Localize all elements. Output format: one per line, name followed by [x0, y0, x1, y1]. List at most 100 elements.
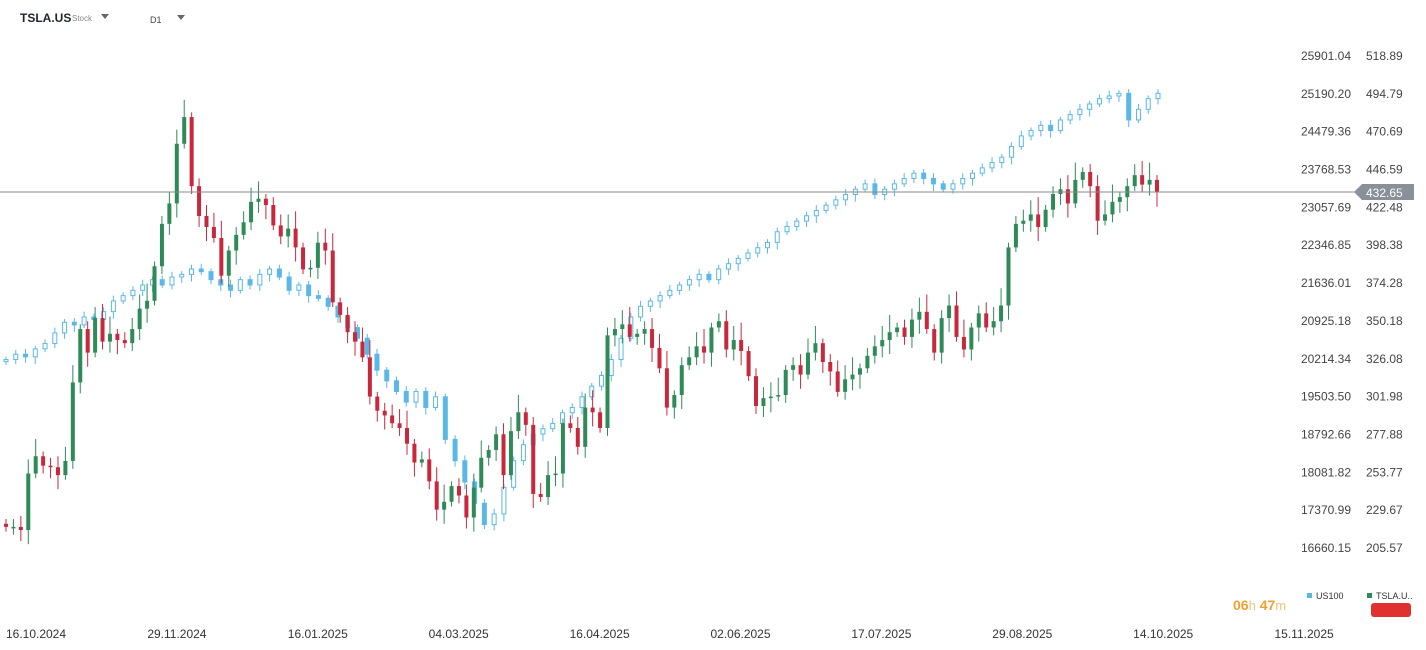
legend-tsla[interactable]: TSLA.U..	[1376, 591, 1413, 601]
tsla-candle	[464, 495, 469, 518]
tsla-candle	[456, 486, 461, 496]
us100-candle	[218, 279, 224, 286]
us100-candle	[784, 225, 790, 233]
us100-candle	[384, 369, 390, 382]
tsla-candle	[776, 395, 781, 397]
us100-candle	[159, 279, 165, 286]
chevron-down-icon[interactable]	[101, 14, 109, 19]
y-tick-right: 326.08	[1366, 352, 1403, 366]
chevron-down-icon[interactable]	[177, 15, 185, 20]
tsla-candle	[1103, 214, 1108, 221]
us100-candle	[188, 268, 194, 275]
us100-candle	[120, 295, 126, 302]
us100-candle	[901, 178, 907, 185]
tsla-candle	[857, 368, 862, 375]
tsla-candle	[872, 346, 877, 356]
us100-candle	[647, 300, 653, 307]
us100-candle	[520, 444, 526, 462]
tsla-candle	[26, 473, 31, 531]
us100-candle	[403, 390, 409, 403]
us100-candle	[940, 183, 946, 190]
us100-candle	[1096, 98, 1102, 105]
us100-candle	[3, 359, 9, 363]
us100-candle	[706, 273, 712, 281]
us100-candle	[862, 183, 868, 190]
tsla-candle	[1065, 189, 1070, 204]
us100-candle	[452, 438, 458, 462]
tsla-candle	[1006, 247, 1011, 306]
us100-candle	[599, 375, 605, 387]
y-tick-left: 18081.82	[1301, 465, 1351, 479]
us100-candle	[364, 337, 370, 355]
us100-candle	[716, 268, 722, 281]
y-tick-left: 19503.50	[1301, 390, 1351, 404]
tsla-candle	[702, 346, 707, 353]
x-tick: 02.06.2025	[710, 627, 770, 641]
tsla-candle	[924, 311, 929, 330]
tsla-candle	[716, 321, 721, 328]
us100-candle	[550, 422, 556, 430]
us100-candle	[999, 156, 1005, 164]
tsla-candle	[828, 362, 833, 372]
tsla-candle	[197, 186, 202, 216]
tsla-candle	[301, 247, 306, 270]
x-tick: 15.11.2025	[1275, 627, 1334, 641]
us100-candle	[1048, 124, 1054, 132]
us100-candle	[1018, 135, 1024, 148]
us100-candle	[374, 353, 380, 371]
us100-candle	[32, 348, 38, 358]
us100-candle	[804, 215, 810, 222]
us100-candle	[794, 220, 800, 227]
tsla-candle	[657, 347, 662, 369]
tsla-candle	[553, 473, 558, 476]
tsla-candle	[895, 327, 900, 333]
us100-candle	[921, 172, 927, 180]
tsla-candle	[612, 329, 617, 336]
tsla-candle	[360, 341, 365, 358]
tsla-candle	[100, 318, 105, 342]
tsla-candle	[523, 412, 528, 425]
y-tick-right: 470.69	[1366, 125, 1403, 139]
tsla-candle	[63, 460, 68, 476]
us100-candle	[1135, 108, 1141, 121]
us100-candle	[764, 241, 770, 249]
tsla-candle	[353, 332, 358, 342]
tsla-candle	[330, 250, 335, 303]
tsla-candle	[479, 457, 484, 488]
tsla-candle	[694, 346, 699, 358]
tsla-candle	[501, 434, 506, 476]
us100-candle	[579, 396, 585, 408]
us100-candle	[52, 332, 58, 345]
tsla-candle	[783, 369, 788, 396]
tsla-series	[4, 99, 1159, 545]
us100-candle	[657, 295, 663, 302]
symbol-selector[interactable]: TSLA.US	[20, 11, 72, 25]
legend-us100[interactable]: US100	[1316, 591, 1344, 601]
us100-candle	[960, 178, 966, 185]
us100-candle	[169, 276, 175, 286]
tsla-candle	[598, 412, 603, 428]
us100-candle	[62, 321, 68, 334]
tsla-candle	[241, 222, 246, 235]
timeframe-selector[interactable]: D1	[150, 15, 162, 25]
tsla-candle	[984, 313, 989, 328]
us100-candle	[696, 273, 702, 281]
tsla-candle	[471, 487, 476, 518]
tsla-candle	[1043, 209, 1048, 227]
us100-candle	[745, 252, 751, 259]
us100-candle	[394, 380, 400, 392]
tsla-candle	[4, 523, 8, 527]
tsla-candle	[1036, 214, 1041, 227]
legend-swatch-tsla	[1367, 593, 1372, 598]
tsla-candle	[746, 351, 751, 377]
tsla-candle	[382, 410, 387, 416]
y-tick-right: 518.89	[1366, 49, 1403, 63]
tsla-candle	[650, 329, 655, 348]
tsla-candle	[338, 302, 343, 315]
tsla-candle	[850, 374, 855, 380]
tsla-candle	[449, 486, 454, 502]
x-tick: 29.08.2025	[992, 627, 1052, 641]
legend-swatch-us100	[1307, 593, 1312, 598]
tsla-candle	[887, 332, 892, 341]
